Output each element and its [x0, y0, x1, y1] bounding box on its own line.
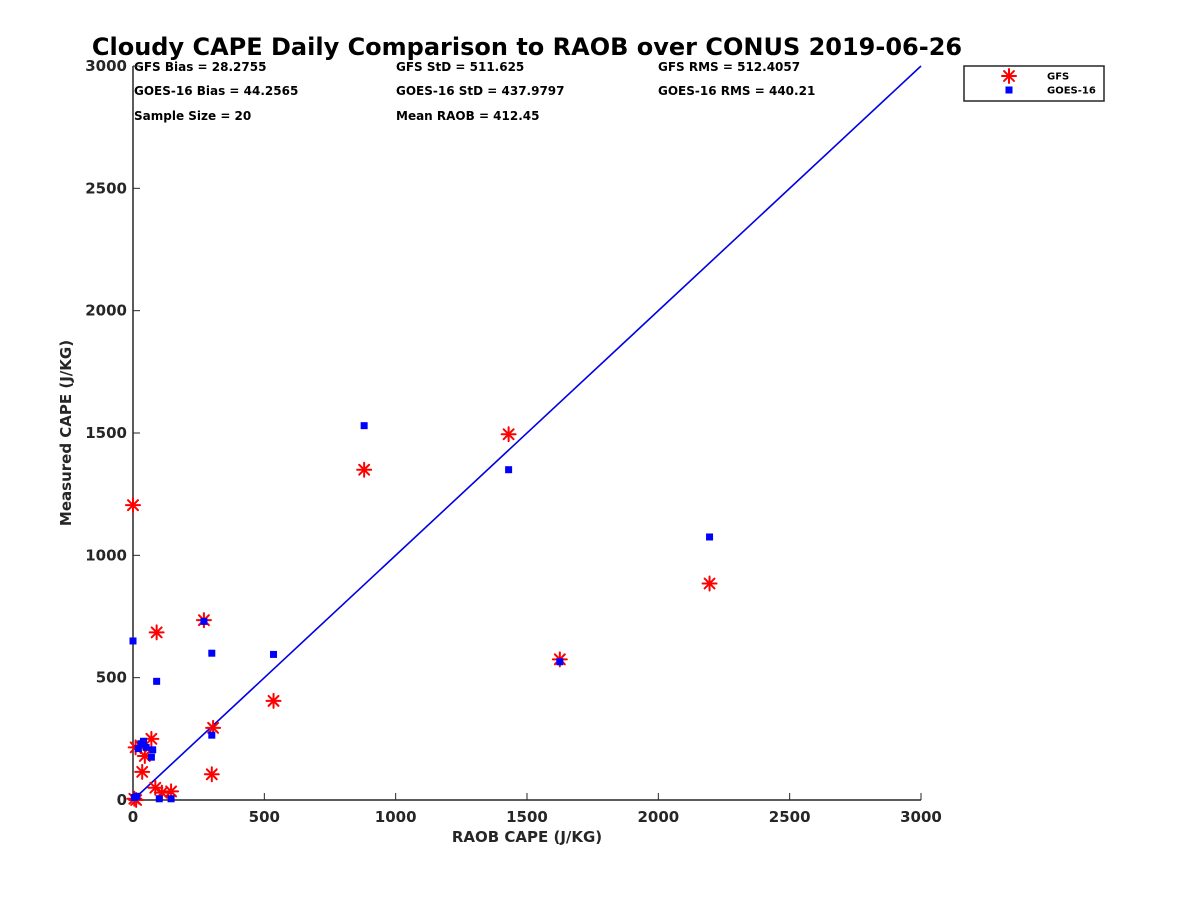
stat-text: GFS StD = 511.625	[396, 60, 524, 74]
goes-16-point	[167, 795, 175, 803]
goes-16-point	[155, 795, 163, 803]
x-tick-label: 2500	[769, 808, 811, 826]
y-tick-label: 3000	[85, 57, 127, 75]
gfs-point	[265, 692, 282, 709]
stats-block: GFS Bias = 28.2755 GFS StD = 511.625 GFS R…	[134, 60, 815, 123]
x-tick-label: 1000	[375, 808, 417, 826]
goes-16-point	[153, 677, 161, 685]
x-tick-label: 500	[249, 808, 280, 826]
gfs-point	[500, 426, 517, 443]
goes-16-point	[270, 650, 278, 658]
x-tick-label: 1500	[506, 808, 548, 826]
goes-16-point	[208, 649, 216, 657]
y-tick-label: 1000	[85, 546, 127, 564]
y-tick-label: 0	[117, 791, 127, 809]
stat-text: GOES-16 StD = 437.9797	[396, 84, 565, 98]
data-points	[125, 422, 718, 808]
y-tick-label: 500	[96, 669, 127, 687]
goes-16-legend-marker	[1005, 86, 1013, 94]
goes-16-point	[149, 746, 157, 754]
x-tick-label: 3000	[900, 808, 942, 826]
gfs-point	[701, 575, 718, 592]
goes-16-point	[134, 745, 142, 753]
stat-text: GOES-16 Bias = 44.2565	[134, 84, 298, 98]
x-ticks: 0 500 1000 1500 2000 2500 3000	[128, 793, 942, 826]
legend-box	[963, 65, 1105, 102]
y-tick-label: 1500	[85, 424, 127, 442]
goes-16-point	[505, 466, 513, 474]
goes-16-point	[200, 617, 208, 625]
y-axis-label: Measured CAPE (J/KG)	[57, 340, 75, 526]
x-axis-label: RAOB CAPE (J/KG)	[452, 828, 602, 846]
y-ticks: 0 500 1000 1500 2000 2500 3000	[85, 57, 140, 809]
stat-text: Sample Size = 20	[134, 109, 251, 123]
gfs-legend-label: GFS	[1047, 72, 1069, 83]
goes-16-point	[137, 740, 145, 748]
one-to-one-line	[132, 65, 922, 801]
legend: GFS GOES-16	[963, 65, 1105, 102]
stat-text: GOES-16 RMS = 440.21	[658, 84, 815, 98]
stat-text: GFS RMS = 512.4057	[658, 60, 800, 74]
y-tick-label: 2500	[85, 179, 127, 197]
goes-16-point	[208, 731, 216, 739]
x-tick-label: 2000	[637, 808, 679, 826]
gfs-point	[148, 624, 165, 641]
reference-line	[132, 65, 922, 801]
goes-16-point	[556, 658, 564, 666]
gfs-point	[134, 763, 151, 780]
gfs-point	[125, 497, 141, 514]
stat-text: Mean RAOB = 412.45	[396, 109, 540, 123]
gfs-legend-marker	[1001, 68, 1017, 84]
x-tick-label: 0	[128, 808, 138, 826]
chart-title: Cloudy CAPE Daily Comparison to RAOB ove…	[92, 33, 962, 61]
stat-text: GFS Bias = 28.2755	[134, 60, 266, 74]
goes-16-point	[133, 792, 141, 800]
goes-16-point	[142, 743, 150, 751]
goes-16-legend-label: GOES-16	[1047, 86, 1096, 97]
goes-16-point	[147, 753, 155, 761]
gfs-point	[356, 461, 373, 478]
goes-16-point	[360, 422, 368, 430]
gfs-point	[203, 766, 220, 783]
goes-16-point	[706, 533, 714, 541]
y-tick-label: 2000	[85, 302, 127, 320]
goes-16-point	[129, 637, 137, 645]
